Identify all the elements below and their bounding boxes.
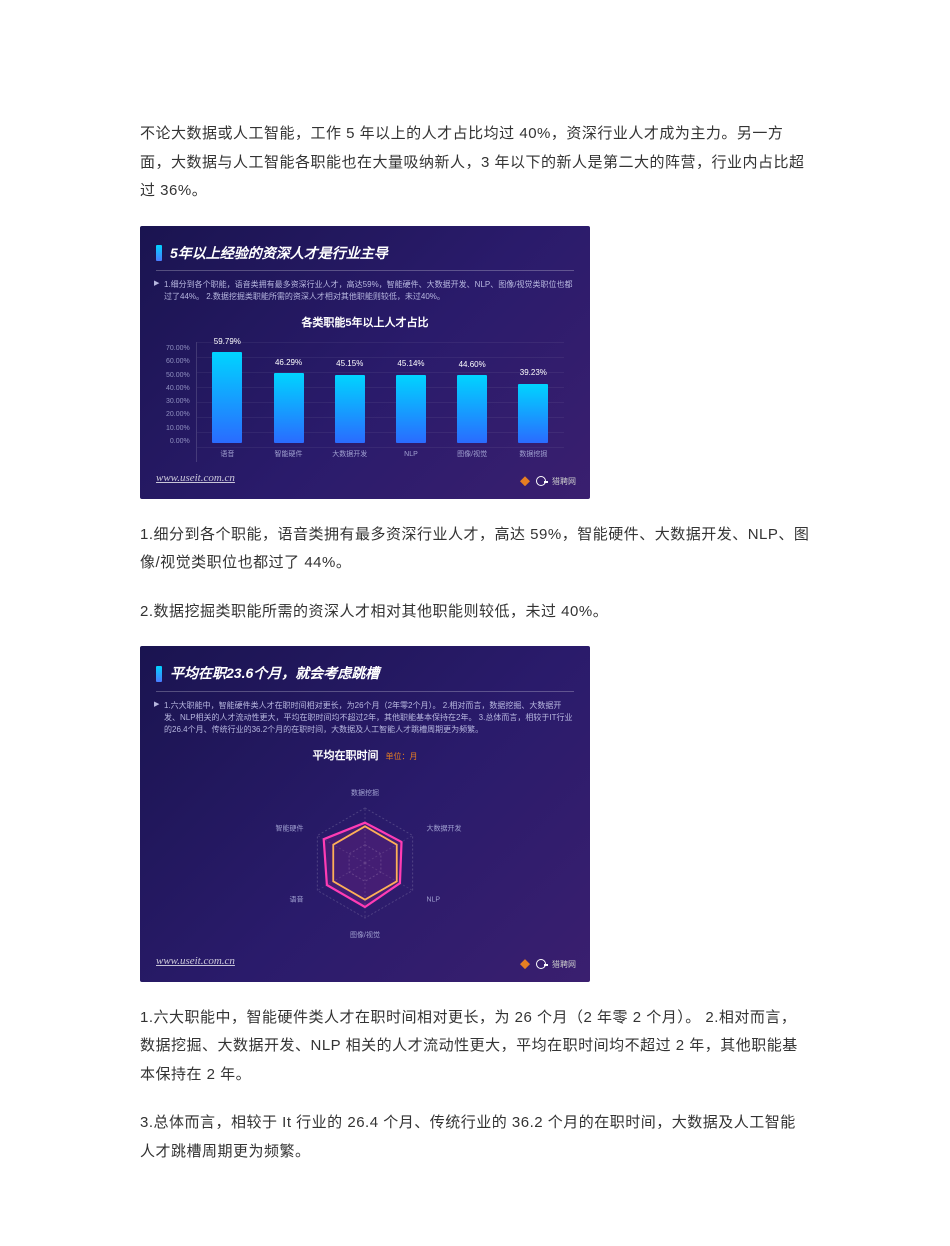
bar-label: 图像/视觉 — [457, 448, 487, 462]
brand-ring-icon — [536, 959, 546, 969]
radar-axis-label: 智能硬件 — [276, 823, 304, 832]
chart-description: 1.六大职能中，智能硬件类人才在职时间相对更长，为26个月（2年零2个月）。 2… — [156, 700, 574, 736]
title-accent-bar — [156, 666, 162, 682]
bar-chart-card: 5年以上经验的资深人才是行业主导 1.细分到各个职能，语音类拥有最多资深行业人才… — [140, 226, 590, 499]
bar-wrap: 44.60% 图像/视觉 — [447, 357, 497, 462]
chart-title-text: 5年以上经验的资深人才是行业主导 — [170, 240, 388, 267]
bar-label: 大数据开发 — [332, 448, 367, 462]
bar-chart: 70.00% 60.00% 50.00% 40.00% 30.00% 20.00… — [156, 342, 574, 462]
chart-title: 平均在职23.6个月，就会考虑跳槽 — [156, 660, 574, 687]
chart-description: 1.细分到各个职能，语音类拥有最多资深行业人才，高达59%，智能硬件、大数据开发… — [156, 279, 574, 303]
title-accent-bar — [156, 245, 162, 261]
watermark: www.useit.com.cn — [156, 951, 574, 972]
radar-axis-label: NLP — [426, 896, 440, 903]
bar-wrap: 39.23% 数据挖掘 — [508, 365, 558, 462]
y-tick: 0.00% — [170, 435, 190, 448]
radar-series — [324, 823, 402, 907]
bar — [274, 373, 304, 443]
title-underline — [156, 270, 574, 271]
watermark: www.useit.com.cn — [156, 468, 574, 489]
bar-wrap: 46.29% 智能硬件 — [264, 355, 314, 462]
brand-footer: 猎聘网 — [520, 474, 576, 489]
y-tick: 30.00% — [166, 395, 190, 408]
bar — [518, 384, 548, 443]
bar-value: 44.60% — [459, 357, 486, 372]
radar-chart: 数据挖掘大数据开发 NLP 图像/视觉 语音 智能硬件 — [156, 775, 574, 945]
paragraph: 2.数据挖掘类职能所需的资深人才相对其他职能则较低，未过 40%。 — [140, 598, 810, 627]
chart-subtitle: 平均在职时间 单位：月 — [156, 746, 574, 767]
y-tick: 20.00% — [166, 408, 190, 421]
radar-axis-label: 图像/视觉 — [350, 930, 380, 939]
bar-label: 智能硬件 — [275, 448, 303, 462]
y-tick: 70.00% — [166, 342, 190, 355]
bar-wrap: 45.15% 大数据开发 — [325, 356, 375, 462]
radar-axis-label: 大数据开发 — [426, 823, 461, 832]
bar-label: 语音 — [220, 448, 234, 462]
brand-icon — [520, 476, 530, 486]
chart-subtitle-text: 平均在职时间 — [312, 750, 378, 762]
radar-axis-label: 数据挖掘 — [351, 788, 379, 797]
brand-text: 猎聘网 — [552, 957, 576, 972]
brand-text: 猎聘网 — [552, 474, 576, 489]
bar-wrap: 45.14% NLP — [386, 356, 436, 462]
radar-svg: 数据挖掘大数据开发 NLP 图像/视觉 语音 智能硬件 — [245, 775, 485, 945]
bar — [335, 375, 365, 443]
bar-value: 45.14% — [397, 356, 424, 371]
brand-icon — [520, 959, 530, 969]
y-tick: 50.00% — [166, 369, 190, 382]
bar-value: 46.29% — [275, 355, 302, 370]
brand-footer: 猎聘网 — [520, 957, 576, 972]
brand-ring-icon — [536, 476, 546, 486]
y-axis: 70.00% 60.00% 50.00% 40.00% 30.00% 20.00… — [166, 342, 196, 462]
bar — [212, 352, 242, 443]
bar — [457, 375, 487, 443]
bar-label: NLP — [404, 448, 418, 462]
paragraph: 不论大数据或人工智能，工作 5 年以上的人才占比均过 40%，资深行业人才成为主… — [140, 120, 810, 206]
y-tick: 10.00% — [166, 422, 190, 435]
chart-subtitle: 各类职能5年以上人才占比 — [156, 313, 574, 334]
y-tick: 40.00% — [166, 382, 190, 395]
radar-axis-label: 语音 — [290, 894, 304, 903]
paragraph: 1.细分到各个职能，语音类拥有最多资深行业人才，高达 59%，智能硬件、大数据开… — [140, 521, 810, 578]
bars-area: 59.79%语音46.29%智能硬件45.15%大数据开发45.14%NLP44… — [196, 342, 564, 462]
bar-value: 59.79% — [214, 334, 241, 349]
paragraph: 3.总体而言，相较于 It 行业的 26.4 个月、传统行业的 36.2 个月的… — [140, 1109, 810, 1166]
bar-value: 39.23% — [520, 365, 547, 380]
chart-title-text: 平均在职23.6个月，就会考虑跳槽 — [170, 660, 379, 687]
paragraph: 1.六大职能中，智能硬件类人才在职时间相对更长，为 26 个月（2 年零 2 个… — [140, 1004, 810, 1090]
chart-unit: 单位：月 — [386, 752, 418, 761]
radar-chart-card: 平均在职23.6个月，就会考虑跳槽 1.六大职能中，智能硬件类人才在职时间相对更… — [140, 646, 590, 981]
bar-wrap: 59.79% 语音 — [202, 334, 252, 462]
y-tick: 60.00% — [166, 355, 190, 368]
bar — [396, 375, 426, 443]
chart-title: 5年以上经验的资深人才是行业主导 — [156, 240, 574, 267]
title-underline — [156, 691, 574, 692]
bar-label: 数据挖掘 — [519, 448, 547, 462]
bar-value: 45.15% — [336, 356, 363, 371]
